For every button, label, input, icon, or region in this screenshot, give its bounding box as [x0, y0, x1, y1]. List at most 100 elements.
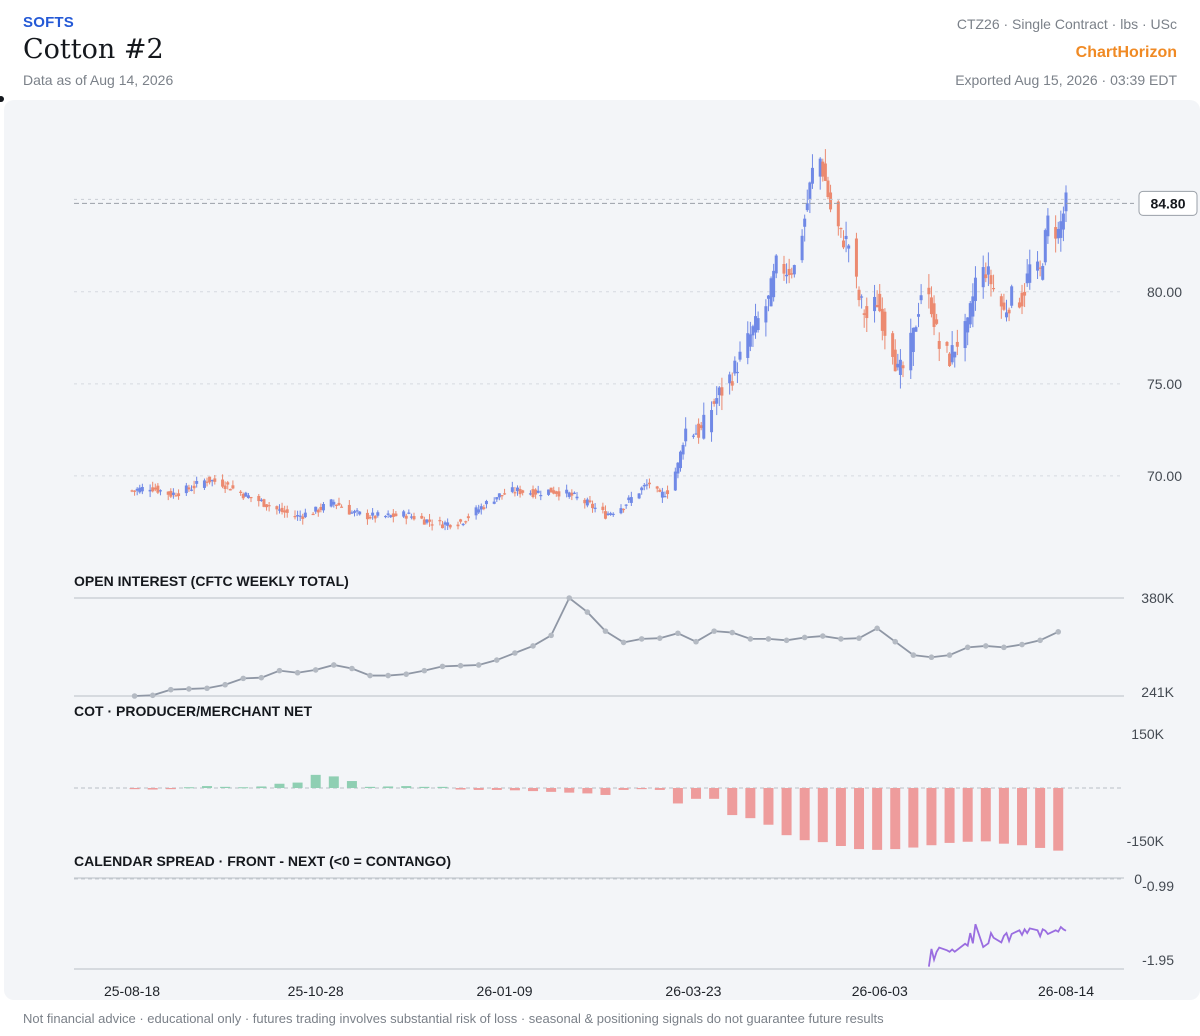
- candle-body: [948, 353, 952, 367]
- candle-body: [443, 522, 447, 525]
- cot-bar: [220, 786, 231, 788]
- candle-body: [624, 504, 628, 506]
- candle-body: [1028, 264, 1032, 283]
- candle-body: [334, 504, 338, 506]
- candle-body: [999, 296, 1003, 307]
- candle-body: [521, 490, 525, 493]
- cot-bar: [147, 788, 158, 790]
- candle-body: [500, 495, 504, 497]
- cot-bar: [129, 788, 140, 790]
- cot-bar: [944, 788, 955, 843]
- cot-bar: [781, 788, 792, 836]
- candle-body: [516, 487, 520, 492]
- candle-body: [663, 496, 667, 498]
- candle-body: [492, 501, 496, 504]
- cot-bar: [817, 788, 828, 843]
- candle-body: [684, 428, 688, 442]
- candle-body: [409, 516, 413, 518]
- candle-body: [593, 507, 597, 509]
- candle-body: [174, 495, 178, 497]
- cot-bar: [672, 788, 683, 804]
- candle-body: [847, 245, 851, 249]
- candle-body: [746, 333, 750, 358]
- price-tick-label: 70.00: [1147, 468, 1182, 484]
- oi-point: [928, 654, 935, 661]
- candle-body: [1038, 267, 1042, 269]
- spread-tick-label: -1.95: [1142, 952, 1174, 968]
- candle-body: [1061, 213, 1065, 230]
- oi-point: [747, 636, 754, 642]
- candle-body: [601, 506, 605, 510]
- candle-body: [712, 401, 716, 404]
- candle-body: [138, 487, 142, 493]
- oi-point: [530, 643, 536, 649]
- candle-body: [226, 482, 230, 485]
- candle-body: [932, 303, 936, 327]
- brand-logo[interactable]: ChartHorizon: [1075, 44, 1177, 61]
- candle-body: [666, 490, 670, 495]
- candle-body: [702, 414, 706, 439]
- cot-bar: [292, 782, 303, 788]
- candle-body: [981, 267, 985, 288]
- oi-point: [331, 662, 337, 668]
- candle-body: [456, 524, 460, 527]
- candle-body: [389, 515, 393, 518]
- candle-body: [738, 351, 742, 360]
- candle-body: [296, 515, 300, 517]
- oi-point: [693, 638, 699, 645]
- candle-body: [917, 314, 921, 317]
- cot-bar: [401, 786, 412, 788]
- candle-body: [195, 481, 199, 484]
- candle-body: [821, 161, 825, 177]
- chart-svg[interactable]: 70.00 75.00 80.00 84.80 OPEN INTEREST (CFTC …: [4, 100, 1200, 1000]
- candle-body: [805, 203, 809, 211]
- candle-body: [536, 490, 540, 493]
- candle-body: [769, 278, 773, 307]
- cot-bar: [763, 788, 774, 825]
- candle-body: [358, 511, 362, 515]
- oi-point: [729, 629, 736, 636]
- oi-point: [131, 693, 138, 699]
- cot-bar: [455, 788, 466, 790]
- candle-body: [883, 311, 887, 336]
- cot-bar: [998, 788, 1009, 844]
- cot-bar: [546, 788, 557, 792]
- candle-body: [275, 506, 279, 510]
- oi-point: [204, 685, 210, 692]
- candle-body: [321, 503, 325, 511]
- cot-bar: [491, 788, 502, 790]
- candle-body: [210, 480, 214, 482]
- candle-body: [585, 499, 589, 506]
- candle-body: [280, 507, 284, 513]
- candle-body: [676, 462, 680, 474]
- candle-body: [213, 478, 217, 482]
- oi-point: [421, 667, 428, 674]
- candle-body: [420, 515, 424, 519]
- cot-bar: [528, 788, 539, 792]
- header-right: CTZ26 · Single Contract · lbs · USc Char…: [955, 16, 1177, 88]
- cot-bar: [383, 786, 394, 788]
- candle-body: [531, 489, 535, 497]
- candle-body: [557, 491, 561, 497]
- candle-body: [1054, 227, 1058, 239]
- candle-body: [166, 491, 170, 495]
- oi-tick-label: 241K: [1141, 684, 1174, 700]
- candle-body: [314, 506, 318, 512]
- x-tick-label: 26-06-03: [852, 983, 908, 999]
- oi-point: [312, 667, 319, 673]
- candle-body: [412, 516, 416, 520]
- candle-body: [606, 513, 610, 515]
- candle-body: [208, 476, 212, 483]
- candle-body: [518, 489, 522, 495]
- candle-body: [355, 510, 359, 512]
- candle-body: [244, 492, 248, 497]
- candle-body: [609, 513, 613, 515]
- candle-body: [955, 341, 959, 347]
- candle-body: [1002, 302, 1006, 310]
- candle-body: [973, 277, 977, 302]
- candle-body: [384, 515, 388, 518]
- oi-point: [566, 595, 573, 601]
- candle-body: [748, 334, 752, 347]
- cot-bar: [618, 788, 629, 790]
- candle-body: [622, 508, 626, 511]
